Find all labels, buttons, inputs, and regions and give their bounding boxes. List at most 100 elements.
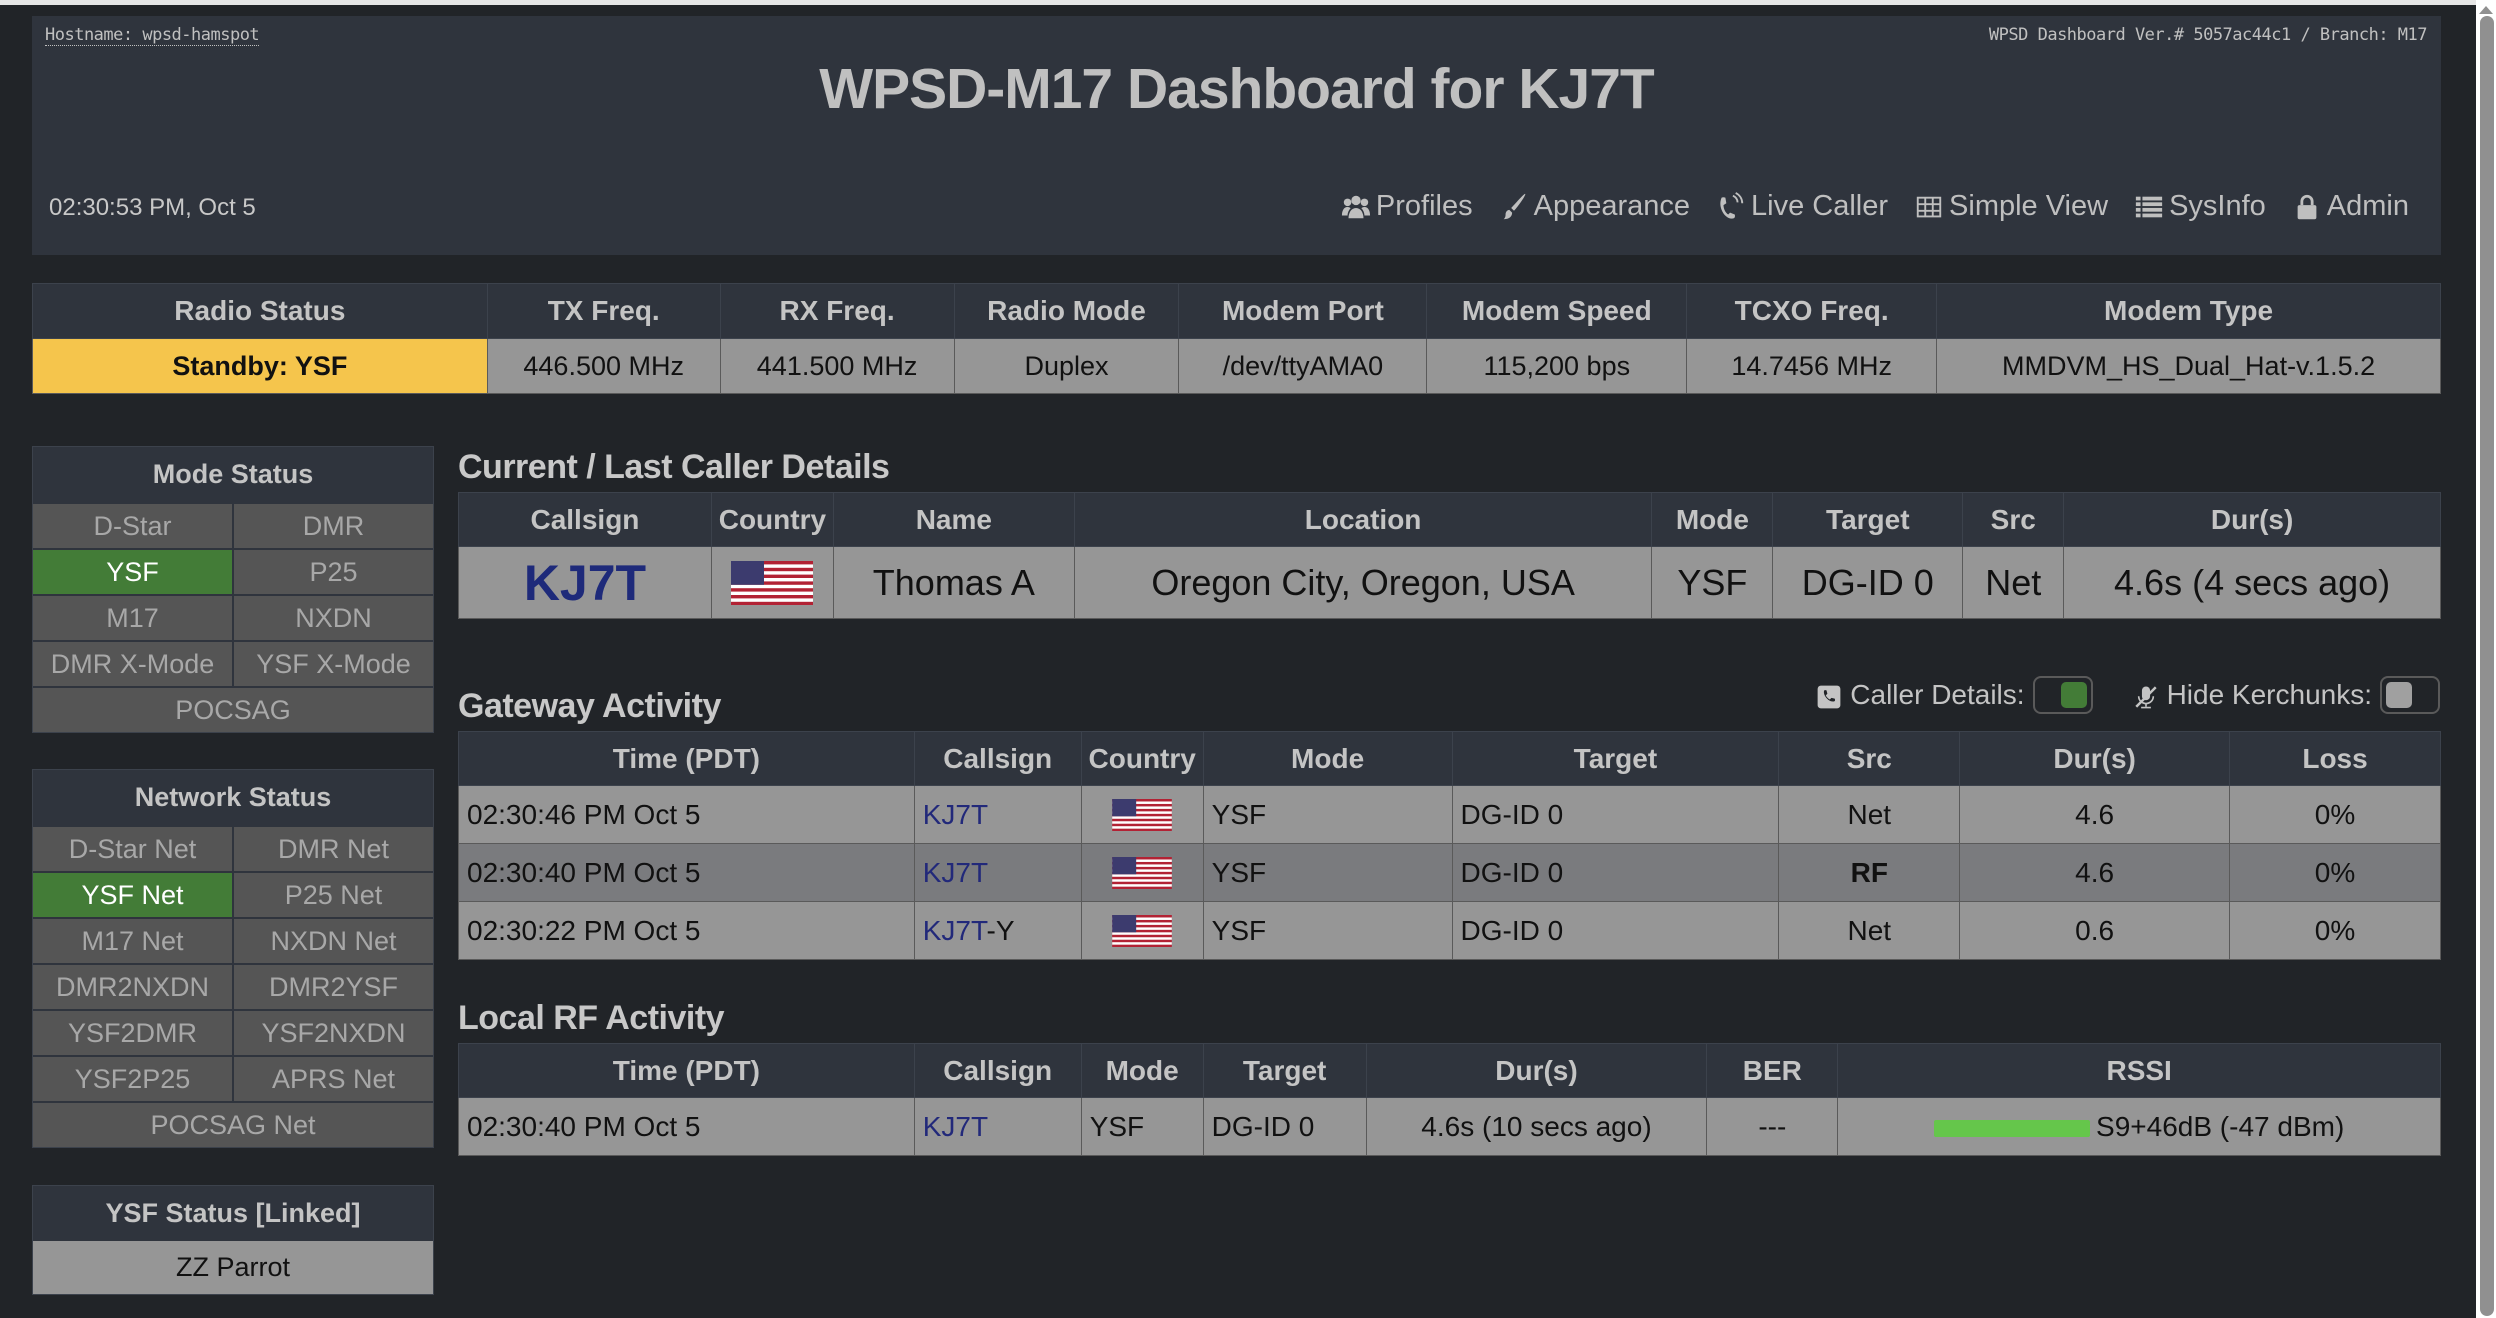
caller-details-row: KJ7T Thomas A Oregon City, Oregon, USA Y… (458, 546, 2441, 619)
local-rf-ber: --- (1706, 1097, 1839, 1156)
net-aprs: APRS Net (234, 1057, 433, 1101)
gateway-mode: YSF (1202, 843, 1453, 902)
net-nxdn: NXDN Net (234, 919, 433, 963)
hide-kerchunks-toggle-group: Hide Kerchunks: (2133, 676, 2440, 714)
gateway-header-row: Time (PDT) Callsign Country Mode Target … (458, 731, 2441, 786)
modem-type-value: MMDVM_HS_Dual_Hat-v.1.5.2 (1936, 338, 2441, 394)
header-time: Time (PDT) (458, 1043, 915, 1098)
hide-kerchunks-toggle[interactable] (2380, 676, 2440, 714)
caller-details-toggle[interactable] (2032, 676, 2093, 714)
mode-pocsag: POCSAG (33, 688, 433, 732)
rx-freq-value: 441.500 MHz (719, 338, 955, 394)
ysf-linked-reflector: ZZ Parrot (33, 1241, 433, 1294)
local-rf-rssi: S9+46dB (-47 dBm) (1837, 1097, 2441, 1156)
gateway-activity-table: Time (PDT) Callsign Country Mode Target … (458, 731, 2441, 960)
mode-dmr: DMR (234, 504, 433, 548)
header-src: Src (1962, 492, 2065, 547)
net-ysf2p25: YSF2P25 (33, 1057, 232, 1101)
nav-bar: Profiles Appearance Live Caller Simple V… (1341, 190, 2409, 223)
nav-sysinfo[interactable]: SysInfo (2134, 190, 2266, 223)
caller-callsign-link[interactable]: KJ7T (523, 554, 647, 611)
radio-status-table: Radio Status TX Freq. RX Freq. Radio Mod… (32, 283, 2441, 394)
gateway-dur: 4.6 (1959, 843, 2231, 902)
header-callsign: Callsign (458, 492, 712, 547)
gateway-target: DG-ID 0 (1451, 785, 1780, 844)
users-icon (1341, 195, 1370, 218)
local-rf-time: 02:30:40 PM Oct 5 (458, 1097, 915, 1156)
caller-details-header-row: Callsign Country Name Location Mode Targ… (458, 492, 2441, 547)
nav-profiles[interactable]: Profiles (1341, 190, 1473, 223)
caller-target: DG-ID 0 (1772, 546, 1964, 619)
net-ysf2nxdn: YSF2NXDN (234, 1011, 433, 1055)
mode-status-grid: D-Star DMR YSF P25 M17 NXDN DMR X-Mode Y… (33, 502, 433, 732)
header-target: Target (1772, 492, 1964, 547)
header-callsign: Callsign (913, 1043, 1082, 1098)
caller-name: Thomas A (832, 546, 1075, 619)
header-mode: Mode (1651, 492, 1774, 547)
net-dstar: D-Star Net (33, 827, 232, 871)
hostname[interactable]: Hostname: wpsd-hamspot (45, 25, 260, 46)
header-dur: Dur(s) (1365, 1043, 1708, 1098)
gateway-row: 02:30:22 PM Oct 5 KJ7T-Y YSF DG-ID 0 Net… (458, 901, 2441, 960)
scroll-up-arrow-icon[interactable] (2479, 6, 2493, 14)
nav-simple-view[interactable]: Simple View (1914, 190, 2108, 223)
gateway-time: 02:30:22 PM Oct 5 (458, 901, 915, 960)
net-pocsag: POCSAG Net (33, 1103, 433, 1147)
nav-appearance[interactable]: Appearance (1499, 190, 1690, 223)
gateway-country (1080, 785, 1204, 844)
net-ysf: YSF Net (33, 873, 232, 917)
header-dur: Dur(s) (2063, 492, 2441, 547)
header-callsign: Callsign (913, 731, 1082, 786)
gateway-dur: 0.6 (1959, 901, 2231, 960)
network-status-panel: Network Status D-Star Net DMR Net YSF Ne… (32, 769, 434, 1148)
gateway-callsign-link[interactable]: KJ7T (922, 914, 987, 946)
header-tcxo-freq: TCXO Freq. (1686, 283, 1938, 339)
gateway-callsign-link[interactable]: KJ7T (922, 856, 989, 888)
gateway-src: Net (1778, 785, 1961, 844)
gateway-loss: 0% (2229, 785, 2441, 844)
modem-speed-value: 115,200 bps (1426, 338, 1688, 394)
header: Hostname: wpsd-hamspot WPSD Dashboard Ve… (32, 16, 2441, 255)
local-rf-dur: 4.6s (10 secs ago) (1365, 1097, 1708, 1156)
local-rf-callsign-link[interactable]: KJ7T (922, 1110, 989, 1142)
lock-icon (2297, 194, 2317, 219)
header-modem-port: Modem Port (1178, 283, 1428, 339)
header-name: Name (832, 492, 1075, 547)
local-rf-activity-table: Time (PDT) Callsign Mode Target Dur(s) B… (458, 1043, 2441, 1156)
nav-live-caller[interactable]: Live Caller (1716, 190, 1888, 223)
caller-src: Net (1962, 546, 2065, 619)
gateway-src: RF (1778, 843, 1961, 902)
us-flag-icon (731, 561, 814, 606)
gateway-time: 02:30:40 PM Oct 5 (458, 843, 915, 902)
gateway-toggles: Caller Details: Hide Kerchunks: (1816, 676, 2440, 714)
toggle-knob (2386, 682, 2412, 708)
net-dmr: DMR Net (234, 827, 433, 871)
mode-ysf: YSF (33, 550, 232, 594)
callsign-suffix: -Y (986, 914, 1015, 946)
nav-live-caller-label: Live Caller (1751, 190, 1889, 222)
gateway-target: DG-ID 0 (1451, 843, 1780, 902)
page-title: WPSD-M17 Dashboard for KJ7T (819, 57, 1654, 121)
rssi-value: S9+46dB (-47 dBm) (2096, 1110, 2345, 1142)
mode-p25: P25 (234, 550, 433, 594)
scroll-thumb[interactable] (2480, 16, 2494, 1316)
page-scrollbar[interactable] (2476, 0, 2496, 1318)
gateway-callsign-link[interactable]: KJ7T (922, 798, 989, 830)
us-flag-icon (1112, 799, 1172, 832)
local-rf-target: DG-ID 0 (1202, 1097, 1367, 1156)
hide-kerchunks-toggle-label: Hide Kerchunks: (2166, 679, 2372, 710)
header-country: Country (1080, 731, 1204, 786)
header-location: Location (1073, 492, 1653, 547)
header-country: Country (710, 492, 834, 547)
ysf-status-panel: YSF Status [Linked] ZZ Parrot (32, 1185, 434, 1295)
gateway-time: 02:30:46 PM Oct 5 (458, 785, 915, 844)
gateway-activity-title: Gateway Activity (458, 687, 721, 725)
tcxo-freq-value: 14.7456 MHz (1686, 338, 1938, 394)
nav-admin[interactable]: Admin (2292, 190, 2409, 223)
header-time: Time (PDT) (458, 731, 915, 786)
local-rf-mode: YSF (1080, 1097, 1204, 1156)
local-rf-header-row: Time (PDT) Callsign Mode Target Dur(s) B… (458, 1043, 2441, 1098)
network-status-grid: D-Star Net DMR Net YSF Net P25 Net M17 N… (33, 825, 433, 1147)
caller-dur: 4.6s (4 secs ago) (2063, 546, 2441, 619)
toggle-knob (2060, 682, 2087, 708)
